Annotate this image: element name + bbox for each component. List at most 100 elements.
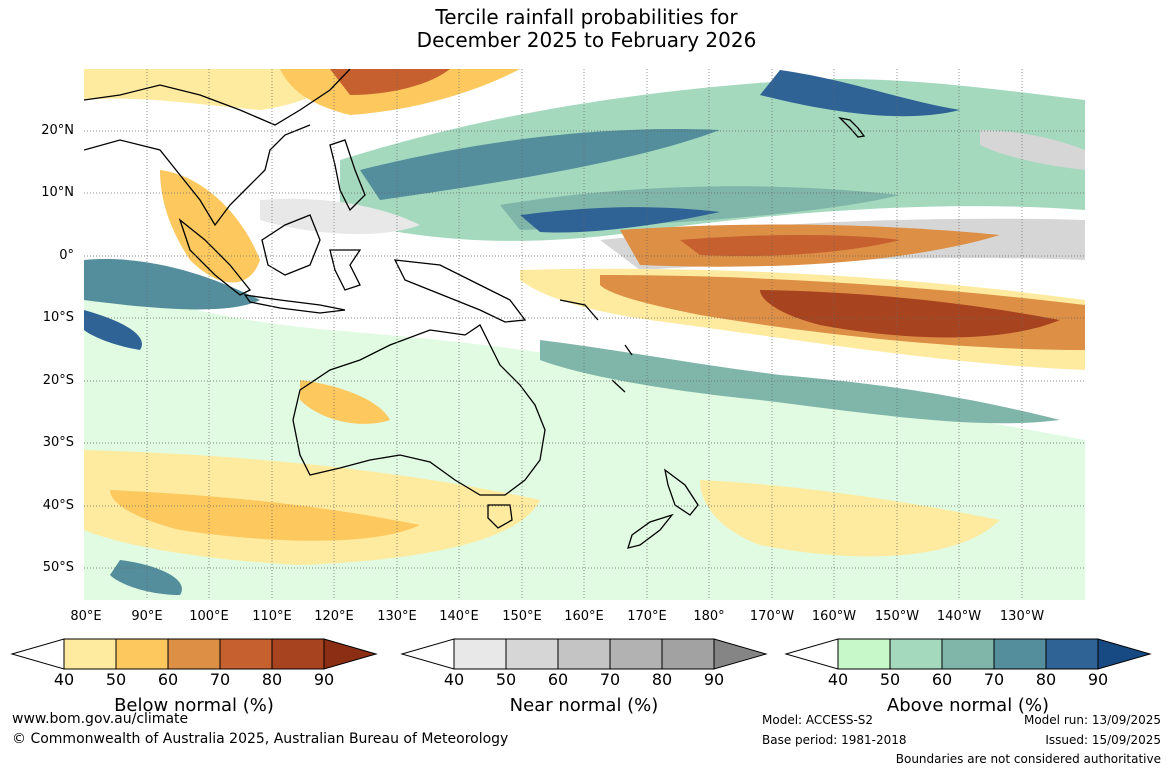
lat-label: 30°S: [42, 435, 74, 450]
rainfall-probability-map: [84, 69, 1085, 600]
lat-label: 10°S: [42, 310, 74, 325]
colorbar-segment: [219, 638, 273, 670]
colorbar-tick: 70: [209, 670, 231, 689]
colorbar-segment: [323, 638, 378, 670]
below-normal-region: [700, 480, 1000, 557]
colorbar-tick: 40: [53, 670, 75, 689]
above-normal-region: [340, 79, 1085, 241]
above-normal-region: [110, 560, 182, 595]
new-guinea-coastline: [393, 259, 527, 323]
bom-website-link[interactable]: www.bom.gov.au/climate: [12, 711, 189, 727]
colorbar-segment: [453, 638, 507, 670]
lat-label: 20°N: [41, 123, 74, 138]
colorbar-segment: [400, 638, 455, 670]
asia-mainland-coastline: [84, 69, 351, 227]
below-normal-region: [760, 290, 1060, 338]
lat-label: 50°S: [42, 560, 74, 575]
lon-label: 150°W: [874, 609, 920, 624]
java-coastline: [243, 294, 346, 314]
lat-label: 10°N: [41, 185, 74, 200]
model-name: Model: ACCESS-S2: [762, 713, 874, 727]
above-normal-region: [360, 129, 720, 200]
below-normal-colorbar: [10, 638, 378, 670]
above-normal-region: [760, 70, 960, 117]
lon-label: 100°E: [189, 609, 229, 624]
colorbar-tick: 50: [495, 670, 517, 689]
near-normal-legend-title: Near normal (%): [509, 695, 659, 716]
below-normal-region: [300, 380, 390, 424]
above-normal-region: [540, 340, 1060, 424]
near-normal-region: [260, 198, 420, 235]
colorbar-tick: 70: [599, 670, 621, 689]
hawaii-coastline: [838, 116, 866, 138]
lon-label: 90°E: [131, 609, 163, 624]
colorbar-tick: 90: [313, 670, 335, 689]
lon-label: 140°E: [439, 609, 479, 624]
above-normal-region: [84, 259, 260, 310]
above-normal-region: [520, 207, 720, 233]
lon-label: 110°E: [252, 609, 292, 624]
philippines-coastline: [329, 139, 366, 212]
colorbar-segment: [784, 638, 839, 670]
lon-label: 160°E: [564, 609, 604, 624]
colorbar-tick: 90: [1087, 670, 1109, 689]
boundary-disclaimer: Boundaries are not considered authoritat…: [895, 752, 1161, 766]
colorbar-segment: [889, 638, 943, 670]
colorbar-tick: 60: [157, 670, 179, 689]
colorbar-segment: [505, 638, 559, 670]
colorbar-segment: [63, 638, 117, 670]
colorbar-segment: [1097, 638, 1152, 670]
lon-label: 80°E: [70, 609, 102, 624]
colorbar-segment: [941, 638, 995, 670]
copyright-notice: © Commonwealth of Australia 2025, Austra…: [12, 731, 509, 747]
colorbar-tick: 80: [261, 670, 283, 689]
lon-label: 130°W: [999, 609, 1045, 624]
below-normal-region: [330, 69, 450, 95]
map-title-line-2: December 2025 to February 2026: [416, 28, 757, 52]
colorbar-segment: [557, 638, 611, 670]
below-normal-region: [160, 170, 260, 283]
near-normal-colorbar: [400, 638, 768, 670]
colorbar-tick: 80: [651, 670, 673, 689]
below-normal-legend-title: Below normal (%): [114, 695, 274, 716]
lon-label: 130°E: [377, 609, 417, 624]
issued-date: Issued: 15/09/2025: [1045, 733, 1161, 747]
colorbar-segment: [993, 638, 1047, 670]
borneo-coastline: [261, 214, 321, 276]
lon-label: 150°E: [502, 609, 542, 624]
colorbar-segment: [1045, 638, 1099, 670]
colorbar-segment: [609, 638, 663, 670]
colorbar-segment: [271, 638, 325, 670]
lon-label: 160°W: [811, 609, 857, 624]
lat-label: 20°S: [42, 373, 74, 388]
lon-label: 170°E: [627, 609, 667, 624]
sulawesi-coastline: [329, 249, 362, 291]
colorbar-tick: 80: [1035, 670, 1057, 689]
base-period: Base period: 1981-2018: [762, 733, 907, 747]
sumatra-coastline: [178, 218, 252, 296]
colorbar-segment: [661, 638, 715, 670]
colorbar-tick: 50: [879, 670, 901, 689]
pacific-islands-coastline: [559, 299, 633, 393]
colorbar-segment: [10, 638, 65, 670]
above-normal-region: [84, 310, 142, 350]
colorbar-segment: [837, 638, 891, 670]
lat-label: 0°: [59, 248, 74, 263]
colorbar-tick: 40: [443, 670, 465, 689]
colorbar-tick: 70: [983, 670, 1005, 689]
australia-coastline: [292, 324, 546, 496]
above-normal-legend-title: Above normal (%): [886, 695, 1050, 716]
lon-label: 180°: [693, 609, 725, 624]
near-normal-region: [980, 130, 1085, 170]
below-normal-region: [110, 490, 420, 541]
colorbar-tick: 60: [931, 670, 953, 689]
gridlines: [84, 69, 1085, 600]
colorbar-segment: [713, 638, 768, 670]
colorbar-tick: 60: [547, 670, 569, 689]
below-normal-region: [680, 235, 900, 257]
model-run-date: Model run: 13/09/2025: [1023, 713, 1161, 727]
lon-label: 140°W: [936, 609, 982, 624]
lon-label: 120°E: [314, 609, 354, 624]
lon-label: 170°W: [749, 609, 795, 624]
colorbar-segment: [115, 638, 169, 670]
